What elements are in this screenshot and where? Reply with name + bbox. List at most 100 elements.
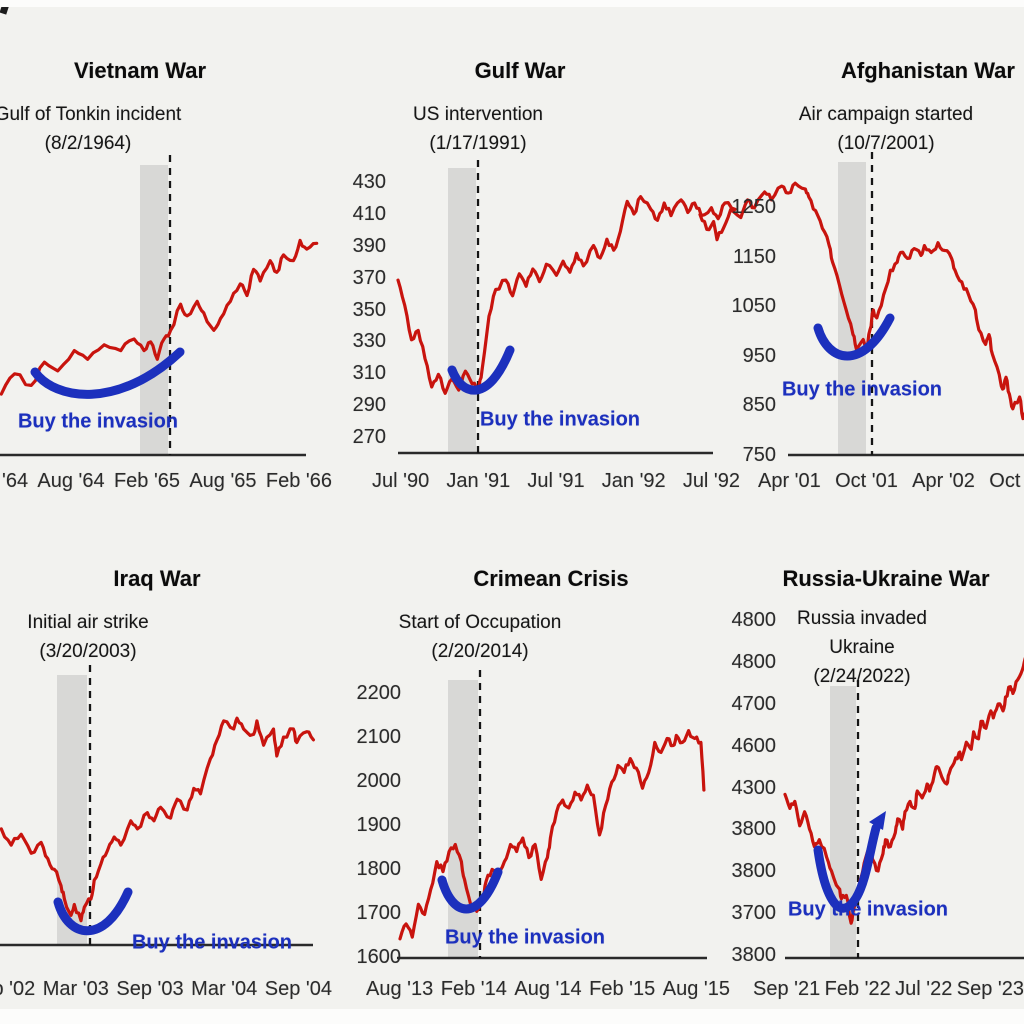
y-axis-tick: 370 <box>352 266 386 289</box>
x-axis-tick: Jan '92 <box>601 470 666 492</box>
panel-title-afghanistan: Afghanistan War <box>841 58 1015 83</box>
bottom-margin-strip <box>0 1009 1024 1024</box>
x-axis-tick: Jul '22 <box>895 978 953 1000</box>
y-axis-ticks-crimea: 2200 2100 2000 1900 1800 1700 1600 <box>330 682 402 968</box>
y-axis-tick: 750 <box>742 443 776 466</box>
x-axis-tick: Feb '14 <box>440 978 507 1000</box>
event-annotation-line: Initial air strike <box>27 612 149 633</box>
price-line-russia-ukraine <box>783 657 1024 925</box>
event-annotation-afghanistan: Air campaign started (10/7/2001) <box>799 100 973 158</box>
x-axis-tick: Feb '64 <box>0 470 29 492</box>
x-axis-ticks-gulf: Jul '90 Jan '91 Jul '91 Jan '92 Jul '92 <box>372 470 740 493</box>
event-annotation-line: (1/17/1991) <box>429 133 527 154</box>
buy-swoosh-arrow-vietnam <box>30 347 185 399</box>
y-axis-tick: 1250 <box>731 196 777 218</box>
event-annotation-line: US intervention <box>413 104 543 125</box>
x-axis-tick: Oct '02 <box>989 470 1024 492</box>
y-axis-tick: 3800 <box>731 818 777 841</box>
x-axis-tick: Sep '23 <box>956 978 1024 1000</box>
price-line-vietnam <box>0 238 319 396</box>
x-axis-tick: Oct '01 <box>835 470 898 492</box>
x-axis-tick: Feb '15 <box>589 978 656 1000</box>
x-axis-tick: Feb '66 <box>265 470 332 492</box>
y-axis-tick: 4300 <box>731 776 777 799</box>
price-line-afghanistan <box>698 181 1024 421</box>
price-line-gulf <box>396 195 737 395</box>
y-axis-tick: 1700 <box>356 902 402 924</box>
event-band-vietnam <box>140 165 168 455</box>
buy-the-invasion-label-gulf: Buy the invasion <box>479 408 641 431</box>
y-axis-tick: 2100 <box>356 726 402 748</box>
x-axis-ticks-afghanistan: Apr '01 Oct '01 Apr '02 Oct '02 <box>758 470 1024 493</box>
buy-the-invasion-label-iraq: Buy the invasion <box>131 931 293 954</box>
y-axis-tick: 390 <box>352 234 386 257</box>
buy-the-invasion-label-afghanistan: Buy the invasion <box>781 378 943 401</box>
x-axis-tick: Jul '92 <box>682 470 740 492</box>
event-band-afghanistan <box>838 162 866 455</box>
y-axis-tick: 2200 <box>356 682 402 704</box>
event-annotation-line: Russia invaded <box>797 608 927 629</box>
event-annotation-line: Gulf of Tonkin incident <box>0 104 182 125</box>
event-band-gulf <box>448 168 476 453</box>
y-axis-tick: 850 <box>742 394 776 417</box>
y-axis-tick: 1150 <box>732 245 776 268</box>
x-axis-tick: Feb '65 <box>113 470 181 492</box>
x-axis-tick: Apr '02 <box>912 470 975 492</box>
buy-arrowhead-russia-ukraine <box>869 811 886 830</box>
event-annotation-russia-ukraine: Russia invaded Ukraine (2/24/2022) <box>797 604 927 691</box>
y-axis-ticks-russia-ukraine: 4800 4800 4700 4600 4300 3800 3800 3700 3800 <box>700 609 777 966</box>
event-annotation-crimea: Start of Occupation (2/20/2014) <box>399 608 562 666</box>
top-margin-strip <box>0 0 1024 7</box>
x-axis-tick: Aug '15 <box>662 978 730 1000</box>
buy-the-invasion-label-vietnam: Buy the invasion <box>17 410 179 433</box>
x-axis-tick: Sep '04 <box>264 978 332 1000</box>
buy-swoosh-arrow-crimea <box>437 867 503 914</box>
event-annotation-line: (2/24/2022) <box>813 666 911 687</box>
x-axis-tick: Mar '03 <box>42 978 109 1000</box>
y-axis-tick: 270 <box>352 426 386 448</box>
panel-title-iraq: Iraq War <box>113 566 201 591</box>
x-axis-tick: Jul '90 <box>372 470 430 492</box>
x-axis-tick: Aug '13 <box>366 978 434 1000</box>
buy-the-invasion-label-russia-ukraine: Buy the invasion <box>787 898 949 921</box>
y-axis-tick: 290 <box>352 394 386 417</box>
panel-title-crimea: Crimean Crisis <box>473 566 629 591</box>
y-axis-ticks-afghanistan: 1250 1150 1050 950 850 750 <box>700 196 777 466</box>
event-annotation-line: (3/20/2003) <box>39 641 137 662</box>
y-axis-tick: 1800 <box>356 858 402 880</box>
y-axis-tick: 4700 <box>731 692 777 715</box>
y-axis-tick: 950 <box>742 344 776 367</box>
y-axis-tick: 4800 <box>731 609 777 631</box>
x-axis-tick: Apr '01 <box>758 470 821 492</box>
buy-swoosh-arrow-gulf <box>447 345 515 395</box>
event-annotation-line: (2/20/2014) <box>431 641 529 662</box>
x-axis-ticks-iraq: Sep '02 Mar '03 Sep '03 Mar '04 Sep '04 <box>0 978 332 1001</box>
y-axis-tick: 330 <box>352 330 386 353</box>
y-axis-ticks-gulf: 430 410 390 370 350 330 310 290 270 <box>330 171 386 448</box>
y-axis-tick: 4600 <box>731 734 777 757</box>
event-annotation-line: Air campaign started <box>798 104 974 125</box>
x-axis-tick: Aug '14 <box>514 978 582 1000</box>
y-axis-tick: 3800 <box>731 944 777 966</box>
buy-the-invasion-label-crimea: Buy the invasion <box>444 926 606 949</box>
y-axis-tick: 2000 <box>356 770 402 792</box>
x-axis-tick: Jul '91 <box>527 470 585 492</box>
event-annotation-vietnam: Gulf of Tonkin incident (8/2/1964) <box>0 100 181 158</box>
buy-swoosh-arrow-russia-ukraine <box>813 823 881 913</box>
x-axis-tick: Jan '91 <box>446 470 511 492</box>
x-axis-tick: Mar '04 <box>191 978 258 1000</box>
y-axis-tick: 1050 <box>731 295 777 318</box>
event-annotation-gulf: US intervention (1/17/1991) <box>413 100 543 158</box>
x-axis-tick: Sep '03 <box>116 978 184 1000</box>
y-axis-tick: 1900 <box>356 814 402 836</box>
x-axis-tick: Sep '02 <box>0 978 36 1000</box>
x-axis-tick: Aug '65 <box>189 470 257 492</box>
event-annotation-iraq: Initial air strike (3/20/2003) <box>27 608 148 666</box>
y-axis-tick: 410 <box>352 202 386 225</box>
x-axis-ticks-russia-ukraine: Sep '21 Feb '22 Jul '22 Sep '23 <box>753 978 1024 1001</box>
y-axis-tick: 310 <box>352 362 386 385</box>
price-line-iraq <box>0 716 315 923</box>
y-axis-tick: 350 <box>352 298 386 321</box>
